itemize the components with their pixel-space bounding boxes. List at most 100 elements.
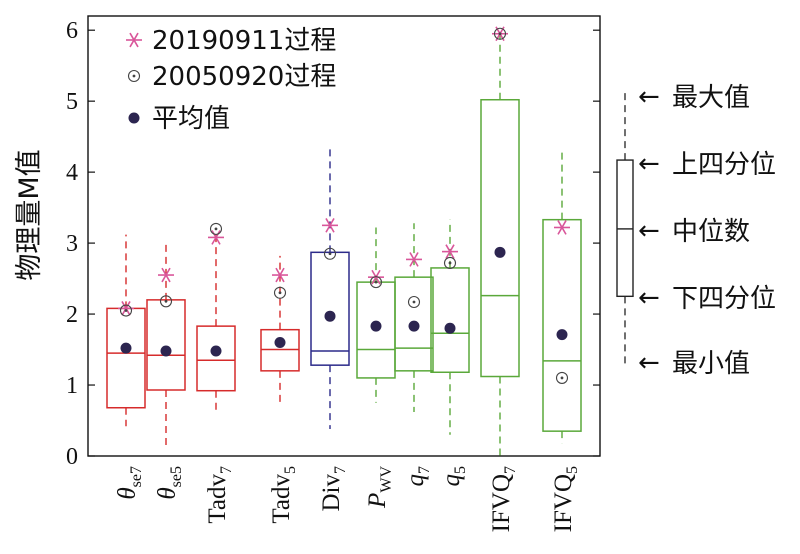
ring-outline xyxy=(273,286,287,299)
mean-dot xyxy=(408,320,420,332)
key-arrow: ← xyxy=(638,149,660,179)
legend-ring-marker xyxy=(127,69,141,83)
iqr-box xyxy=(146,299,186,391)
key-arrow: ← xyxy=(638,216,660,246)
key-row-min: ← 最小值 xyxy=(638,348,750,379)
box-θ-se5 xyxy=(146,240,186,446)
box-tadv-5 xyxy=(260,255,300,407)
ring-outline xyxy=(369,276,383,289)
key-label: 上四分位 xyxy=(672,150,776,180)
x-tick-label: Div7 xyxy=(318,466,349,512)
legend-star-marker xyxy=(126,32,142,48)
marker-20050920 xyxy=(323,247,337,260)
y-axis-label: 物理量M值 xyxy=(14,149,45,280)
ring-outline xyxy=(323,247,337,260)
marker-20050920 xyxy=(159,295,173,308)
mean-dot xyxy=(324,310,336,322)
star-stroke xyxy=(211,230,221,245)
y-tick-label: 3 xyxy=(66,231,78,257)
y-tick-label: 1 xyxy=(66,373,78,399)
mean-dot xyxy=(494,246,506,258)
legend-item: 20190911过程 xyxy=(126,26,336,56)
box-q-5 xyxy=(430,219,470,435)
x-tick-label: Tadv7 xyxy=(204,466,235,524)
mean-dot xyxy=(556,329,568,341)
marker-20190911 xyxy=(272,267,288,283)
legend-label: 平均值 xyxy=(152,104,230,134)
ring-outline xyxy=(209,222,223,235)
star-stroke xyxy=(557,220,567,235)
star-stroke xyxy=(275,267,285,283)
marker-20050920 xyxy=(369,276,383,289)
y-tick-label: 2 xyxy=(66,302,78,328)
key-label: 中位数 xyxy=(672,217,750,247)
ring-outline xyxy=(493,27,507,40)
ring-center xyxy=(328,252,332,256)
key-label: 最小值 xyxy=(672,349,750,379)
x-tick-label: IFVQ5 xyxy=(550,466,581,532)
ring-outline xyxy=(159,295,173,308)
y-tick-label: 6 xyxy=(66,18,78,44)
key-arrow: ← xyxy=(638,348,660,378)
ring-outline xyxy=(407,295,421,309)
key-row-max: ← 最大值 xyxy=(638,82,750,113)
star-stroke xyxy=(409,252,419,267)
iqr-box xyxy=(394,276,434,372)
y-tick-label: 0 xyxy=(66,444,78,470)
mean-dot xyxy=(120,342,132,354)
star-stroke xyxy=(129,32,139,48)
marker-20050920 xyxy=(555,371,569,384)
key-label: 下四分位 xyxy=(672,284,776,314)
ring-outline xyxy=(127,69,141,83)
mean-dot xyxy=(160,345,172,357)
key-arrow: ← xyxy=(638,283,660,313)
key-row-q3: ← 上四分位 xyxy=(638,149,776,180)
x-tick-label: q5 xyxy=(438,466,469,487)
box-key: ← 最大值 ← 上四分位 ← 中位数 ← 下四分位 ← 最小值 xyxy=(616,82,776,379)
x-tick-label: PWV xyxy=(364,466,395,509)
ring-center xyxy=(412,300,416,304)
marker-20050920 xyxy=(273,286,287,299)
iqr-box xyxy=(310,251,350,366)
star-stroke xyxy=(325,218,335,233)
ring-center xyxy=(214,227,218,231)
marker-20050920 xyxy=(209,222,223,235)
mean-dot xyxy=(210,345,222,357)
legend-dot-marker xyxy=(128,112,140,124)
box-div-7 xyxy=(310,148,350,430)
legend-label: 20050920过程 xyxy=(152,62,336,92)
ring-center xyxy=(164,299,168,303)
ring-center xyxy=(278,291,282,295)
plot-frame xyxy=(87,15,601,457)
star-stroke xyxy=(445,244,455,259)
marker-20190911 xyxy=(322,218,338,233)
y-tick-label: 4 xyxy=(66,160,78,186)
mean-dot xyxy=(370,320,382,332)
key-row-median: ← 中位数 xyxy=(638,216,750,247)
marker-20050920 xyxy=(407,295,421,309)
ring-center xyxy=(560,376,564,380)
key-label: 最大值 xyxy=(672,83,750,113)
marker-20050920 xyxy=(443,256,457,270)
y-tick-label: 5 xyxy=(66,89,78,115)
key-arrow: ← xyxy=(638,82,660,112)
box-p-wv xyxy=(356,227,396,403)
key-row-q1: ← 下四分位 xyxy=(638,283,776,314)
mean-dot xyxy=(274,336,286,348)
ring-outline xyxy=(555,371,569,384)
ring-center xyxy=(448,261,452,265)
x-tick-label: Tadv5 xyxy=(268,466,299,524)
box-tadv-7 xyxy=(196,222,236,414)
box-ifvq-5 xyxy=(542,152,582,444)
ring-center xyxy=(132,74,136,78)
iqr-box xyxy=(106,307,146,409)
marker-20050920 xyxy=(119,304,133,317)
x-tick-label: θse7 xyxy=(114,466,145,500)
ring-center xyxy=(498,32,502,36)
marker-20190911 xyxy=(208,230,224,245)
star-stroke xyxy=(161,267,171,283)
ring-outline xyxy=(443,256,457,270)
